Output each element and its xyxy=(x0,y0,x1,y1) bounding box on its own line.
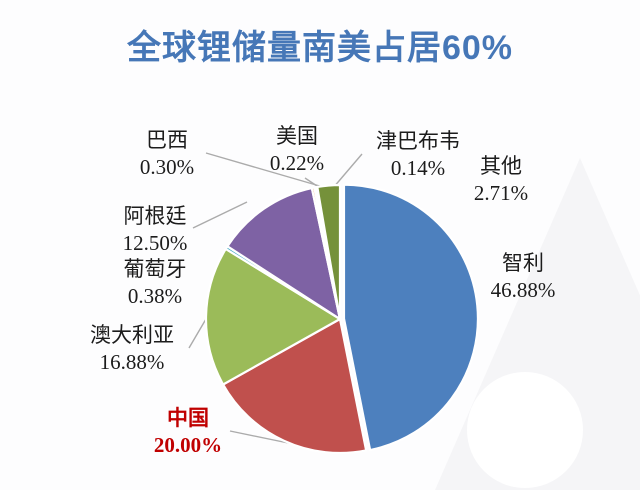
slice-label-argentina: 阿根廷 12.50% xyxy=(123,203,188,257)
slice-label-australia: 澳大利亚 16.88% xyxy=(90,322,174,376)
slice-label-name: 美国 xyxy=(276,124,318,148)
slice-label-name: 阿根廷 xyxy=(123,204,187,228)
slice-label-name: 澳大利亚 xyxy=(90,323,174,347)
slice-label-percent: 0.22% xyxy=(269,151,325,175)
leader-line-australia xyxy=(188,318,207,349)
slice-label-others: 其他 2.71% xyxy=(474,153,528,207)
leader-line-zimbabwe xyxy=(332,153,363,189)
slice-label-usa: 美国 0.22% xyxy=(270,123,324,177)
leader-line-argentina xyxy=(192,201,248,229)
slice-label-name: 津巴布韦 xyxy=(376,129,460,153)
slice-label-zimbabwe: 津巴布韦 0.14% xyxy=(376,128,460,182)
pie-slice-chile xyxy=(342,183,480,452)
slice-label-percent: 0.30% xyxy=(139,155,195,179)
slice-label-portugal: 葡萄牙 0.38% xyxy=(124,256,187,310)
slice-label-percent: 46.88% xyxy=(490,278,556,302)
watermark-circle xyxy=(467,372,583,488)
pie-slice-others xyxy=(316,183,342,321)
slice-label-brazil: 巴西 0.30% xyxy=(140,127,194,181)
slice-label-name: 其他 xyxy=(480,154,522,178)
slice-label-percent: 0.14% xyxy=(390,156,446,180)
slice-label-name: 中国 xyxy=(167,406,209,430)
slice-label-percent: 12.50% xyxy=(122,231,188,255)
slice-label-china: 中国 20.00% xyxy=(154,405,222,459)
slice-label-name: 智利 xyxy=(502,251,544,275)
pie-slice-china xyxy=(221,317,368,455)
slice-label-percent: 20.00% xyxy=(153,433,223,457)
leader-line-china xyxy=(229,430,294,445)
pie-slice-australia xyxy=(204,247,342,386)
slice-label-name: 巴西 xyxy=(146,128,188,152)
slice-label-percent: 0.38% xyxy=(127,284,183,308)
slice-label-chile: 智利 46.88% xyxy=(491,250,556,304)
slice-label-percent: 2.71% xyxy=(473,181,529,205)
pie-slice-argentina xyxy=(226,186,342,321)
slice-label-percent: 16.88% xyxy=(99,350,165,374)
leader-line-brazil xyxy=(205,152,331,190)
chart-title: 全球锂储量南美占居60% xyxy=(126,29,514,67)
slice-label-name: 葡萄牙 xyxy=(123,257,187,281)
